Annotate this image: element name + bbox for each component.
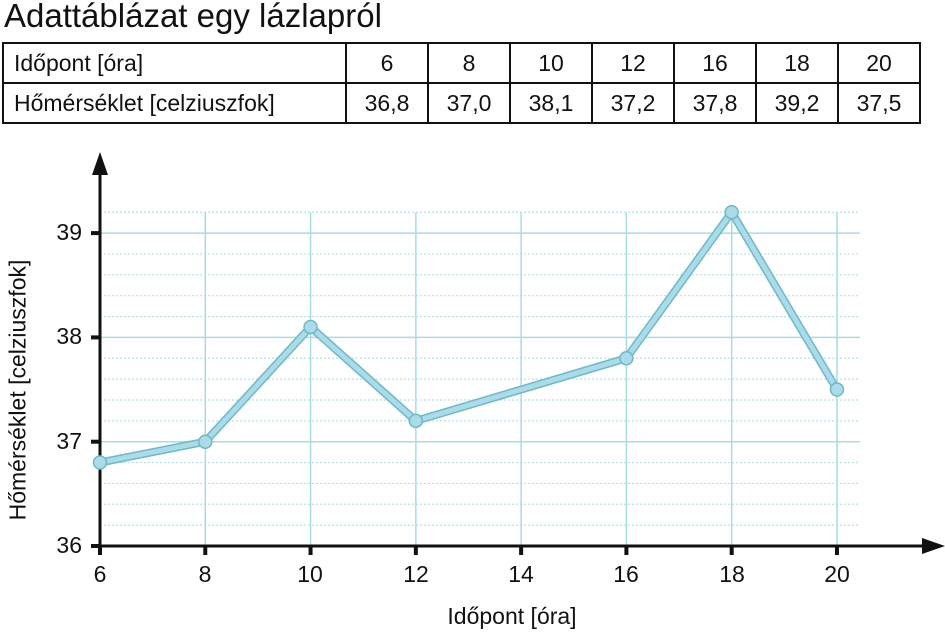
table-cell: 37,5 (837, 82, 921, 124)
row-header-temp: Hőmérséklet [celziuszfok] (2, 82, 347, 124)
row-header-time: Időpont [óra] (2, 42, 347, 84)
table-cell: 16 (673, 42, 757, 84)
x-tick-label: 6 (93, 561, 107, 587)
x-axis-arrow-icon (922, 538, 945, 554)
x-tick-label: 18 (719, 561, 745, 587)
y-axis-label: Hőmérséklet [celziuszfok] (4, 259, 31, 521)
chart-grid (100, 211, 860, 546)
table-cell: 10 (509, 42, 593, 84)
page-title: Adattáblázat egy lázlapról (4, 0, 382, 34)
table-row-temp: Hőmérséklet [celziuszfok] 36,8 37,0 38,1… (2, 82, 921, 124)
table-cell: 36,8 (345, 82, 429, 124)
data-point-marker (198, 434, 213, 449)
table-cell: 12 (591, 42, 675, 84)
table-cell: 37,2 (591, 82, 675, 124)
x-tick-label: 8 (198, 561, 212, 587)
x-tick-label: 20 (824, 561, 850, 587)
table-cell: 39,2 (755, 82, 839, 124)
x-axis-label: Időpont [óra] (447, 603, 577, 629)
x-tick-label: 10 (297, 561, 323, 587)
table-cell: 6 (345, 42, 429, 84)
data-table: Időpont [óra] 6 8 10 12 16 18 20 Hőmérsé… (2, 42, 921, 124)
y-tick-label: 39 (56, 219, 82, 245)
x-tick-label: 14 (508, 561, 534, 587)
data-point-marker (92, 455, 108, 470)
table-row-time: Időpont [óra] 6 8 10 12 16 18 20 (2, 42, 921, 84)
y-tick-label: 37 (56, 428, 82, 454)
table-cell: 18 (755, 42, 839, 84)
y-tick-label: 38 (56, 323, 82, 349)
data-point-marker (619, 351, 634, 366)
x-tick-label: 12 (403, 561, 429, 587)
data-point-marker (724, 204, 739, 220)
table-cell: 37,0 (427, 82, 511, 124)
table-cell: 20 (837, 42, 921, 84)
data-point-marker (303, 319, 318, 335)
data-point-marker (408, 413, 424, 429)
y-tick-label: 36 (56, 532, 82, 558)
table-cell: 8 (427, 42, 511, 84)
table-cell: 37,8 (673, 82, 757, 124)
y-axis-arrow-icon (92, 152, 108, 175)
temperature-series (92, 204, 845, 470)
table-cell: 38,1 (509, 82, 593, 124)
x-tick-label: 16 (613, 561, 639, 587)
data-point-marker (829, 382, 845, 397)
